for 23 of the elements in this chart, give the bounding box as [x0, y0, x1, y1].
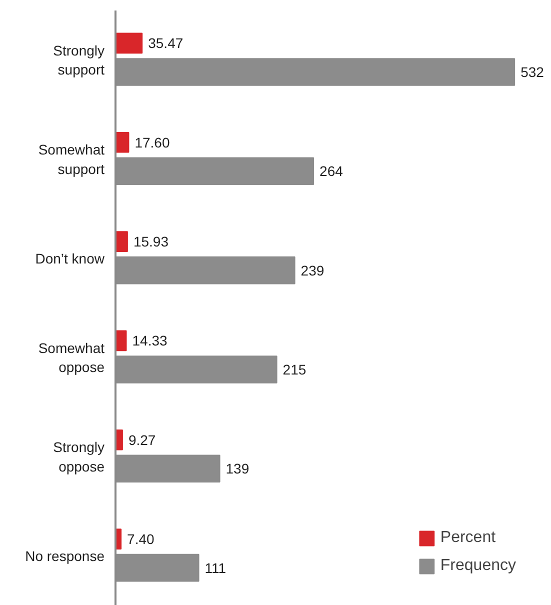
y-tick-label: Somewhat oppose	[38, 340, 105, 376]
data-label: 111	[204, 560, 226, 576]
y-tick-label: Strongly support	[53, 42, 105, 78]
data-label: 7.40	[127, 531, 155, 548]
bar	[116, 231, 128, 252]
data-label: 14.33	[132, 332, 168, 349]
data-label: 215	[282, 361, 306, 378]
y-tick-label: Somewhat support	[38, 142, 105, 177]
y-tick-label: No response	[25, 548, 105, 564]
data-label: 9.27	[128, 432, 156, 448]
data-label: 264	[320, 163, 344, 180]
bar	[116, 32, 143, 54]
bar	[116, 132, 130, 153]
data-label: 139	[226, 460, 250, 477]
data-label: 35.47	[148, 35, 184, 52]
data-label: 239	[300, 262, 324, 278]
data-label: 15.93	[133, 234, 169, 250]
data-label: 532	[520, 64, 544, 80]
data-label: 17.60	[134, 134, 170, 150]
legend-label: Frequency	[440, 557, 516, 575]
y-tick-label: Strongly oppose	[53, 439, 105, 474]
y-tick-label: Don’t know	[35, 250, 106, 266]
legend-label: Percent	[440, 529, 496, 547]
